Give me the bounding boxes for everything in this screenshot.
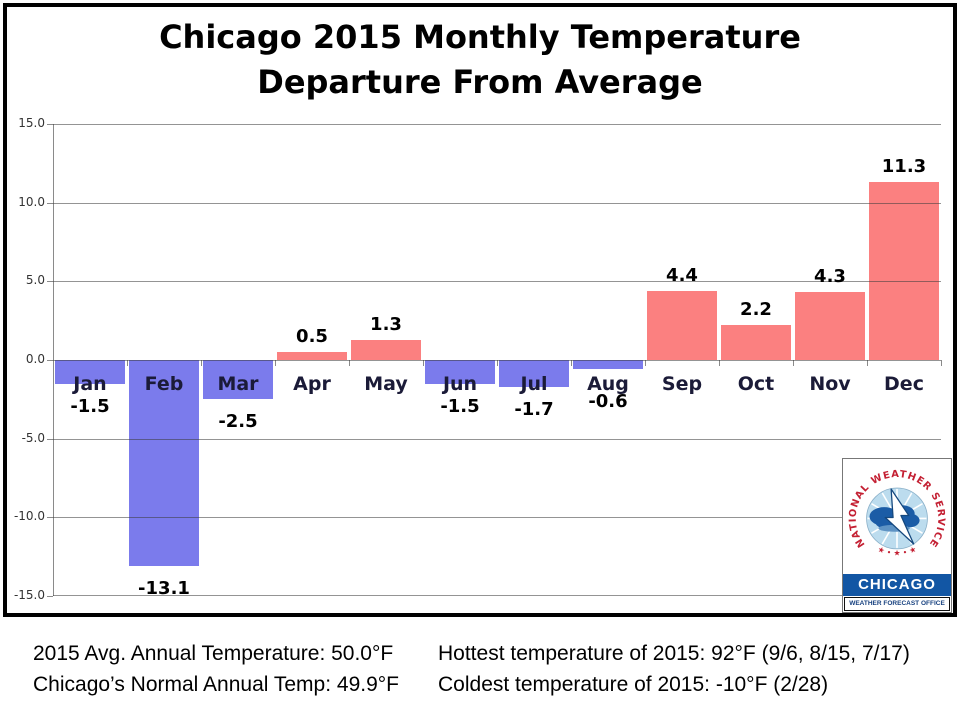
- value-label: -13.1: [138, 578, 190, 600]
- nws-logo-office: WEATHER FORECAST OFFICE: [844, 597, 950, 611]
- month-label: Jan: [73, 373, 107, 395]
- y-axis-tick: [47, 596, 53, 597]
- value-label: 1.3: [370, 313, 402, 335]
- bar-aug: [573, 360, 643, 370]
- nws-logo-seal: NATIONAL WEATHER SERVICE ★ ∙ ★ ∙ ★: [848, 469, 946, 558]
- y-axis-tick: [47, 517, 53, 519]
- x-axis-tick: [423, 360, 424, 366]
- y-axis-tick: [47, 202, 53, 204]
- bar-mar: [203, 360, 273, 400]
- chart-title: Chicago 2015 Monthly Temperature Departu…: [7, 15, 953, 105]
- bar-jul: [499, 360, 569, 387]
- x-axis-tick: [867, 360, 868, 366]
- chart-title-line2: Departure From Average: [257, 63, 703, 101]
- value-label: -1.5: [70, 395, 110, 417]
- normal-annual-temp: Chicago’s Normal Annual Temp: 49.9°F: [33, 673, 399, 696]
- value-label: -0.6: [588, 391, 628, 412]
- footer-left-column: 2015 Avg. Annual Temperature: 50.0°F Chi…: [33, 638, 399, 700]
- month-label: Oct: [737, 373, 775, 395]
- bar-oct: [721, 325, 791, 360]
- value-label: -1.5: [440, 395, 480, 417]
- nws-logo-city: CHICAGO: [843, 574, 951, 596]
- x-axis-tick: [719, 360, 720, 366]
- value-label: 11.3: [881, 156, 927, 178]
- y-axis-tick: [47, 438, 53, 440]
- bar-feb: [129, 360, 199, 567]
- value-label: 0.5: [296, 326, 328, 348]
- chart-title-line1: Chicago 2015 Monthly Temperature: [159, 18, 801, 56]
- month-label: Dec: [884, 373, 924, 395]
- gridline: [53, 202, 941, 204]
- month-label: Jul: [520, 373, 548, 395]
- x-axis-tick: [127, 360, 128, 366]
- y-tick-label: 5.0: [25, 273, 45, 288]
- bar-dec: [869, 182, 939, 360]
- month-label: Apr: [293, 373, 331, 395]
- chart-frame: Chicago 2015 Monthly Temperature Departu…: [3, 3, 957, 617]
- month-label: Sep: [661, 373, 703, 395]
- y-tick-label: 10.0: [18, 194, 45, 209]
- gridline: [53, 281, 941, 283]
- footer-right-column: Hottest temperature of 2015: 92°F (9/6, …: [438, 638, 910, 700]
- x-axis-tick: [53, 360, 54, 366]
- value-label: 4.4: [666, 264, 698, 286]
- month-label: Aug: [587, 373, 629, 395]
- bar-jun: [425, 360, 495, 384]
- value-label: 2.2: [740, 299, 772, 321]
- y-tick-label: -5.0: [21, 430, 45, 445]
- month-label: Nov: [809, 373, 851, 395]
- y-tick-label: -15.0: [13, 588, 45, 602]
- avg-annual-temp: 2015 Avg. Annual Temperature: 50.0°F: [33, 642, 394, 665]
- y-tick-label: 15.0: [18, 116, 45, 130]
- nws-logo: NATIONAL WEATHER SERVICE ★ ∙ ★ ∙ ★ CHICA…: [842, 458, 952, 613]
- gridline: [53, 517, 941, 519]
- bar-may: [351, 339, 421, 360]
- value-label: -1.7: [514, 398, 554, 420]
- plot-area: 15.0 10.0 5.0 0.0 -5.0 -10.0 -15.0 Jan Feb Mar Apr…: [14, 116, 942, 602]
- gridline: [53, 124, 941, 125]
- coldest-temp: Coldest temperature of 2015: -10°F (2/28…: [438, 673, 829, 696]
- month-label: Mar: [217, 373, 259, 395]
- month-label: Jun: [442, 373, 478, 395]
- x-axis-tick: [941, 360, 942, 366]
- x-axis-tick: [571, 360, 572, 366]
- month-label: May: [364, 373, 408, 395]
- x-axis-tick: [793, 360, 794, 366]
- bar-nov: [795, 292, 865, 360]
- y-axis-tick: [47, 124, 53, 125]
- gridline: [53, 360, 941, 361]
- gridline: [53, 438, 941, 440]
- hottest-temp: Hottest temperature of 2015: 92°F (9/6, …: [438, 642, 910, 665]
- y-tick-label: 0.0: [25, 352, 45, 366]
- x-axis-tick: [349, 360, 350, 366]
- x-axis-tick: [275, 360, 276, 366]
- y-axis-tick: [47, 281, 53, 283]
- x-axis-tick: [497, 360, 498, 366]
- gridline: [53, 595, 941, 596]
- y-axis-tick: [47, 360, 53, 361]
- seal-stars: ★ ∙ ★ ∙ ★: [876, 545, 917, 558]
- month-label: Feb: [144, 373, 184, 395]
- bar-sep: [647, 290, 717, 360]
- y-tick-label: -10.0: [13, 509, 45, 524]
- value-label: 4.3: [814, 266, 846, 288]
- bar-jan: [55, 360, 125, 384]
- x-axis-tick: [201, 360, 202, 366]
- lightning-bolt-icon: [884, 488, 915, 545]
- bar-apr: [277, 352, 347, 360]
- value-label: -2.5: [218, 411, 258, 433]
- x-axis-tick: [645, 360, 646, 366]
